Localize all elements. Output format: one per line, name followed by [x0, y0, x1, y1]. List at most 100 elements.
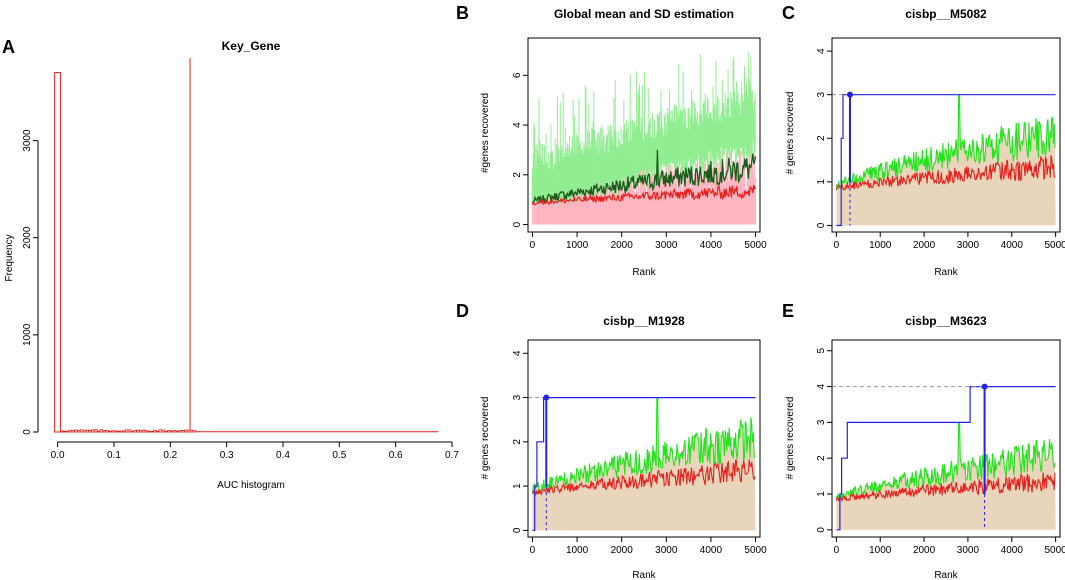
histogram-bar	[76, 429, 81, 433]
panel-d-ylabel: # genes recovered	[480, 397, 491, 480]
panel-e-x-tick-label: 4000	[1001, 545, 1024, 556]
panel-c-y-tick-label: 2	[816, 135, 827, 141]
panel-d-area-fill	[532, 397, 756, 531]
panel-e-x-tick-label: 2000	[913, 545, 936, 556]
panel-d-y-tick-label: 0	[512, 527, 523, 533]
panel-e-optimal-point	[981, 383, 988, 390]
histogram-bar	[99, 429, 104, 433]
panel-a-xlabel: AUC histogram	[217, 480, 285, 491]
panel-c-title: cisbp__M5082	[905, 7, 987, 21]
histogram-bar	[133, 430, 137, 433]
histogram-bar	[130, 431, 135, 433]
panel-b-y-tick-label: 2	[512, 172, 523, 178]
panel-a-label: A	[2, 37, 15, 57]
histogram-bar	[124, 429, 129, 433]
histogram-bar	[192, 430, 197, 433]
panel-c-area-fill	[836, 94, 1056, 226]
panel-b-title: Global mean and SD estimation	[554, 7, 734, 21]
panel-c-x-tick-label: 0	[834, 240, 840, 251]
panel-b-x-tick-label: 1000	[566, 240, 589, 251]
panel-e-y-tick-label: 5	[816, 348, 827, 354]
panel-c-x-tick-label: 1000	[869, 240, 892, 251]
histogram-bar	[155, 430, 160, 433]
histogram-bar	[122, 430, 126, 433]
panel-c-x-tick-label: 5000	[1044, 240, 1065, 251]
panel-a-x-tick-label: 0.4	[276, 450, 290, 461]
panel-d-x-tick-label: 5000	[744, 545, 767, 556]
panel-c-recovery-curve	[836, 94, 1056, 227]
histogram-bar	[164, 430, 168, 433]
histogram-bar	[68, 429, 73, 433]
histogram-bar	[107, 430, 112, 433]
histogram-bar	[127, 429, 132, 433]
histogram-bar	[181, 429, 185, 433]
panel-d-label: D	[456, 301, 469, 321]
panel-e-cisbp-m3623: E cisbp__M3623 Rank # genes recovered 0 1…	[782, 301, 1065, 580]
panel-e-recovery-curve	[836, 386, 1056, 531]
histogram-bar	[183, 429, 188, 433]
panel-e-y-tick-label: 1	[816, 491, 827, 497]
histogram-bar	[62, 430, 67, 433]
panel-e-y-tick-label: 2	[816, 455, 827, 461]
panel-d-x-tick-label: 4000	[700, 545, 723, 556]
panel-d-y-tick-label: 3	[512, 394, 523, 400]
panel-e-xlabel: Rank	[934, 570, 958, 580]
panel-c-y-tick-label: 0	[816, 222, 827, 228]
histogram-bar	[110, 430, 115, 433]
panel-b-x-tick-label: 0	[530, 240, 536, 251]
panel-a-y-tick-label: 3000	[22, 129, 33, 152]
panel-c-xlabel: Rank	[934, 267, 958, 278]
panel-a-title: Key_Gene	[222, 39, 281, 53]
histogram-bar	[93, 429, 98, 433]
panel-a-x-tick-label: 0.6	[389, 450, 403, 461]
histogram-bar	[147, 430, 151, 433]
histogram-bar	[136, 429, 140, 433]
histogram-bar	[141, 429, 146, 433]
panel-e-x-tick-label: 3000	[957, 545, 980, 556]
panel-b-y-tick-label: 6	[512, 72, 523, 78]
panel-d-xlabel: Rank	[632, 570, 656, 580]
panel-c-ylabel: # genes recovered	[785, 92, 796, 175]
histogram-bar	[74, 429, 78, 433]
histogram-bar	[153, 429, 157, 433]
panel-d-x-tick-label: 1000	[566, 545, 589, 556]
panel-a-y-tick-label: 1000	[22, 323, 33, 346]
panel-b-ylabel: #genes recovered	[480, 93, 491, 173]
panel-c-y-tick-label: 4	[816, 48, 827, 54]
panel-d-mean-curve	[532, 459, 756, 497]
panel-c-y-tick-label: 1	[816, 179, 827, 185]
histogram-bar	[79, 429, 84, 433]
histogram-bar	[138, 429, 143, 433]
panel-a-auc-histogram: A Key_Gene AUC histogram Frequency 0.0 0.…	[2, 37, 459, 491]
panel-b-x-tick-label: 4000	[700, 240, 723, 251]
panel-b-x-tick-label: 3000	[655, 240, 678, 251]
histogram-bar	[172, 430, 177, 433]
histogram-bar	[91, 429, 95, 433]
panel-e-mean-sd-curve	[835, 421, 1056, 502]
histogram-bar	[65, 430, 70, 433]
histogram-bar	[85, 429, 90, 433]
panel-d-x-tick-label: 2000	[611, 545, 634, 556]
panel-e-x-tick-label: 1000	[869, 545, 892, 556]
panel-a-y-tick-label: 2000	[22, 226, 33, 249]
panel-e-ylabel: # genes recovered	[785, 397, 796, 480]
panel-d-title: cisbp__M1928	[603, 314, 685, 328]
panel-a-x-tick-label: 0.3	[220, 450, 234, 461]
panel-a-x-tick-label: 0.2	[163, 450, 177, 461]
panel-a-x-tick-label: 0.0	[51, 450, 65, 461]
panel-d-x-tick-label: 3000	[655, 545, 678, 556]
panel-e-y-tick-label: 3	[816, 419, 827, 425]
panel-c-x-tick-label: 3000	[957, 240, 980, 251]
panel-c-y-tick-label: 3	[816, 91, 827, 97]
mean-sd-curve	[531, 149, 757, 205]
panel-c-optimal-point	[846, 91, 853, 98]
panel-b-global-mean-sd: B Global mean and SD estimation Rank #ge…	[456, 3, 767, 278]
panel-d-mean-sd-curve	[531, 397, 756, 494]
panel-d-optimal-point	[543, 394, 550, 401]
mean-curve	[531, 184, 757, 206]
panel-e-label: E	[782, 301, 794, 321]
panel-e-x-tick-label: 5000	[1044, 545, 1065, 556]
panel-e-mean-curve	[835, 472, 1056, 503]
panel-d-x-tick-label: 0	[530, 545, 536, 556]
panel-b-x-tick-label: 5000	[744, 240, 767, 251]
